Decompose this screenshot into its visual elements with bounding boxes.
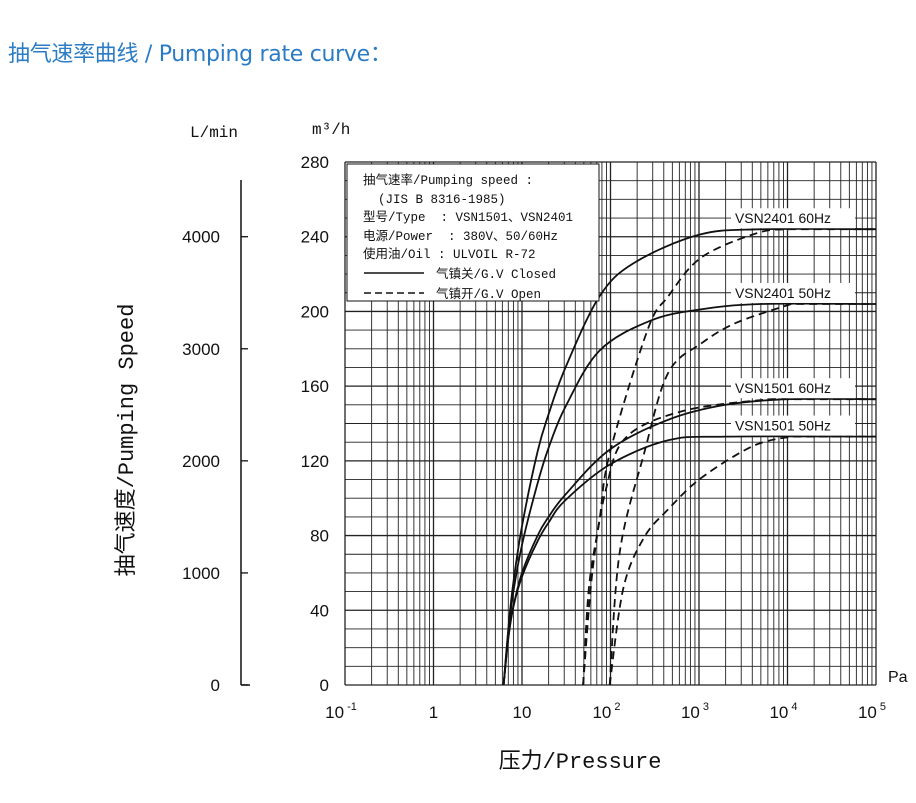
- x-tick-base: 1: [429, 703, 438, 722]
- y-tick-label: 0: [320, 676, 329, 695]
- curves: [502, 227, 877, 686]
- curve-label-background: [731, 415, 855, 436]
- x-tick-exponent: 5: [880, 701, 886, 713]
- page-title: 抽气速率曲线 / Pumping rate curve：: [8, 42, 392, 67]
- y-tick-label: 160: [301, 377, 329, 396]
- legend-entry-open: 气镇开/G.V Open: [436, 286, 541, 302]
- curve-label: VSN1501 60Hz: [735, 381, 831, 396]
- y-tick-label: 280: [301, 153, 329, 172]
- y2-tick-label: 3000: [182, 340, 220, 359]
- y2-tick-label: 0: [211, 676, 220, 695]
- series-curve-vsn2401-50hz-g-v-closed: [502, 302, 877, 686]
- y-axis-title: 抽气速度/Pumping Speed: [114, 304, 140, 577]
- curve-label-background: [731, 282, 855, 303]
- curve-label: VSN1501 50Hz: [735, 419, 831, 434]
- x-unit-label: Pa: [888, 669, 908, 686]
- y-tick-label: 200: [301, 302, 329, 321]
- curve-label-background: [731, 208, 855, 229]
- series-curve-vsn2401-60hz-g-v-open: [582, 228, 876, 686]
- legend-line: 使用油/Oil : ULVOIL R-72: [363, 246, 536, 262]
- series-curve-vsn1501-60hz-g-v-open: [582, 397, 876, 686]
- y2-tick-label: 1000: [182, 564, 220, 583]
- x-tick-exponent: 4: [791, 701, 797, 713]
- legend-box: [346, 163, 600, 302]
- y-tick-label: 40: [310, 601, 329, 620]
- x-tick-label: 10 3: [681, 701, 709, 722]
- x-tick-exponent: 2: [614, 701, 620, 713]
- x-tick-base: 10: [513, 703, 532, 722]
- x-tick-labels: 10 -1 1 10 10 2 10 3 10 4 10 5: [325, 701, 886, 722]
- legend-line: (JIS B 8316-1985): [363, 193, 506, 207]
- curve-label-background: [731, 378, 855, 399]
- y-tick-label: 80: [310, 527, 329, 546]
- y-unit-label: m³/h: [312, 121, 350, 139]
- y2-tick-label: 2000: [182, 452, 220, 471]
- series-curve-vsn2401-60hz-g-v-closed: [502, 227, 877, 686]
- y-tick-label: 240: [301, 228, 329, 247]
- x-tick-base: 10: [858, 703, 877, 722]
- x-tick-base: 10: [325, 703, 344, 722]
- x-tick-label: 10 2: [592, 701, 620, 722]
- legend-line: 型号/Type : VSN1501、VSN2401: [363, 210, 573, 225]
- x-tick-label: 10: [513, 703, 532, 722]
- x-tick-exponent: -1: [347, 701, 357, 713]
- x-tick-exponent: 3: [703, 701, 709, 713]
- secondary-y-axis: 0 1000 2000 3000 4000: [182, 180, 250, 695]
- curve-labels: VSN2401 60Hz VSN2401 50Hz VSN1501 60Hz VSN1…: [731, 208, 855, 436]
- curve-label: VSN2401 60Hz: [735, 211, 831, 226]
- x-tick-label: 1: [429, 703, 438, 722]
- curve-label: VSN2401 50Hz: [735, 286, 831, 301]
- legend-entry-closed: 气镇关/G.V Closed: [436, 266, 556, 282]
- x-tick-label: 10 4: [769, 701, 797, 722]
- legend: 抽气速率/Pumping speed : (JIS B 8316-1985) 型…: [346, 163, 600, 302]
- legend-line: 抽气速率/Pumping speed :: [363, 172, 533, 188]
- legend-line: 电源/Power : 380V、50/60Hz: [363, 229, 558, 244]
- x-tick-base: 10: [769, 703, 788, 722]
- y-tick-labels: 0 40 80 120 160 200 240 280: [301, 153, 329, 695]
- x-tick-base: 10: [592, 703, 611, 722]
- x-axis-title: 压力/Pressure: [499, 749, 662, 775]
- series-curve-vsn2401-50hz-g-v-open: [608, 303, 876, 686]
- y-tick-label: 120: [301, 452, 329, 471]
- series-curve-vsn1501-50hz-g-v-closed: [502, 435, 877, 686]
- y2-unit-label: L/min: [190, 124, 238, 142]
- x-tick-label: 10 5: [858, 701, 886, 722]
- y2-tick-label: 4000: [182, 228, 220, 247]
- series-curve-vsn1501-50hz-g-v-open: [608, 435, 876, 686]
- x-tick-base: 10: [681, 703, 700, 722]
- x-tick-label: 10 -1: [325, 701, 357, 722]
